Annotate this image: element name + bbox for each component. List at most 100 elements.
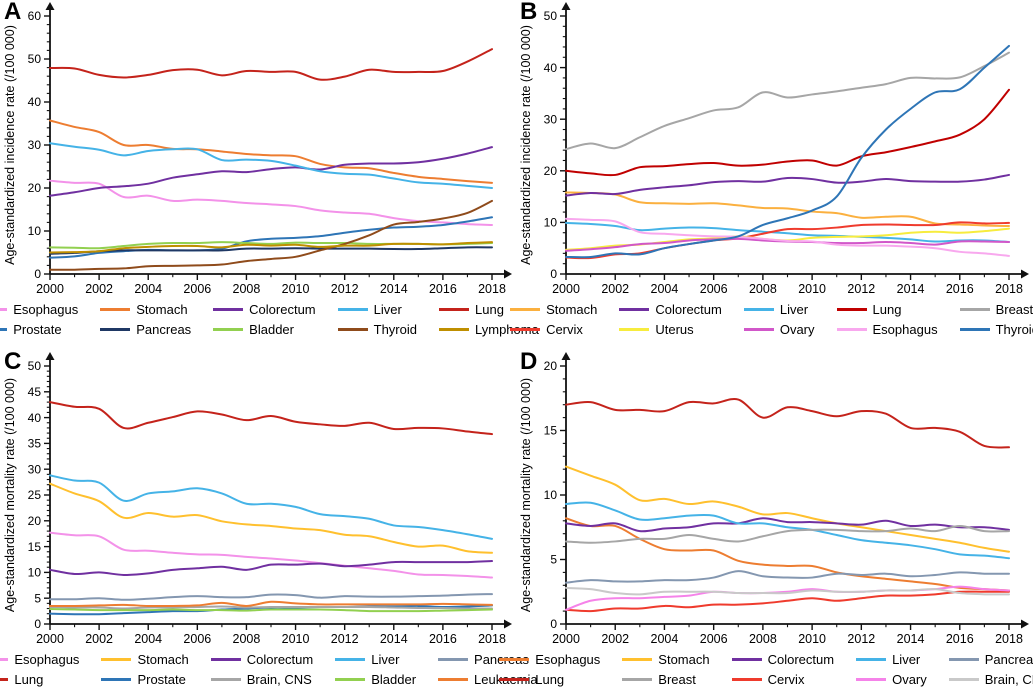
x-tick-label: 2016	[429, 632, 457, 646]
legend-line-swatch	[438, 678, 469, 681]
series-line-pancreas	[49, 593, 493, 601]
legend-line-swatch	[622, 678, 653, 681]
legend-item-esophagus: Esophagus	[499, 652, 600, 667]
series-line-liver	[565, 501, 1010, 560]
x-axis-arrow-icon	[504, 269, 512, 279]
panel-b-label: B	[520, 0, 538, 25]
y-axis-arrow-icon	[45, 2, 55, 10]
legend-line-swatch	[0, 308, 8, 311]
x-tick-label: 2010	[282, 282, 310, 296]
legend-label: Colorectum	[246, 652, 314, 667]
legend-line-swatch	[622, 658, 653, 661]
series-line-pancreas	[49, 246, 493, 255]
legend-item-brain-cns: Brain, CNS	[948, 672, 1033, 687]
x-tick-label: 2010	[798, 282, 826, 296]
series-line-uterus	[565, 227, 1010, 251]
legend-item-stomach: Stomach	[510, 302, 597, 317]
legend-line-swatch	[856, 658, 887, 661]
legend-label: Stomach	[658, 652, 710, 667]
legend-item-colorectum: Colorectum	[731, 652, 834, 667]
x-tick-label: 2000	[552, 282, 580, 296]
legend-item-lymphoma: Lymphoma	[439, 322, 539, 337]
legend-label: Brain, CNS	[246, 672, 312, 687]
legend-line-swatch	[619, 308, 650, 311]
y-tick-label: 0	[34, 617, 41, 631]
legend-line-swatch	[100, 328, 131, 331]
y-tick-label: 5	[550, 553, 557, 567]
legend-line-swatch	[0, 658, 9, 661]
legend-line-swatch	[439, 328, 469, 331]
legend-panel-d: Esophagus Stomach Colorectum Liver Pancreas L…	[499, 652, 1033, 687]
series-line-lung	[565, 398, 1010, 449]
x-tick-label: 2006	[700, 282, 728, 296]
legend-line-swatch	[959, 328, 990, 331]
series-line-stomach	[565, 465, 1010, 553]
legend-line-swatch	[213, 308, 244, 311]
legend-item-breast: Breast	[959, 302, 1033, 317]
legend-panel-a: Esophagus Stomach Colorectum Liver Lung Prost…	[0, 302, 539, 337]
legend-line-swatch	[499, 658, 530, 661]
y-tick-label: 45	[28, 385, 42, 399]
legend-item-cervix: Cervix	[731, 672, 834, 687]
x-tick-label: 2000	[36, 632, 64, 646]
legend-item-cervix: Cervix	[510, 322, 597, 337]
y-tick-label: 15	[544, 424, 558, 438]
y-tick-label: 0	[34, 267, 41, 281]
series-line-brain-cns	[49, 605, 493, 610]
y-tick-label: 20	[544, 359, 558, 373]
legend-line-swatch	[213, 328, 244, 331]
y-tick-label: 30	[28, 138, 42, 152]
x-tick-label: 2002	[601, 632, 629, 646]
legend-item-lung: Lung	[836, 302, 938, 317]
x-tick-label: 2018	[995, 632, 1023, 646]
legend-line-swatch	[335, 658, 366, 661]
x-tick-label: 2014	[380, 632, 408, 646]
x-tick-label: 2000	[552, 632, 580, 646]
legend-label: Lung	[535, 672, 565, 687]
legend-item-liver: Liver	[335, 652, 416, 667]
series-line-colorectum	[49, 146, 493, 197]
legend-item-colorectum: Colorectum	[213, 302, 316, 317]
series-line-lung	[49, 48, 493, 81]
chart-panel-c: 0 5 10 15 20 25 30 35 40 45 50 2000 2002 2004 2006 2008…	[3, 352, 512, 646]
legend-label: Stomach	[137, 652, 189, 667]
x-tick-label: 2012	[847, 282, 875, 296]
y-tick-label: 50	[544, 9, 558, 23]
series-line-leukaemia	[49, 600, 493, 608]
series-line-breast	[565, 524, 1010, 544]
legend-label: Ovary	[779, 322, 815, 337]
y-tick-label: 20	[28, 181, 42, 195]
y-tick-label: 50	[28, 52, 42, 66]
x-tick-label: 2006	[183, 282, 211, 296]
x-tick-label: 2004	[134, 282, 162, 296]
legend-item-uterus: Uterus	[619, 322, 721, 337]
y-tick-label: 25	[28, 488, 42, 502]
x-tick-label: 2002	[601, 282, 629, 296]
y-tick-label: 20	[28, 514, 42, 528]
x-tick-label: 2010	[798, 632, 826, 646]
legend-line-swatch	[439, 308, 469, 311]
series-line-esophagus	[49, 531, 493, 579]
legend-line-swatch	[959, 308, 990, 311]
legend-label: Esophagus	[13, 302, 79, 317]
legend-item-liver: Liver	[743, 302, 815, 317]
legend-label: Esophagus	[14, 652, 80, 667]
panel-b: B 0 10 20 30 40 50 2000 2002 2004 2006 2008 2010 201…	[510, 0, 1033, 350]
legend-item-esophagus: Esophagus	[0, 302, 78, 317]
y-axis-arrow-icon	[45, 352, 55, 360]
legend-panel-c: EsophagusStomachColorectumLiverPancreasL…	[0, 652, 538, 687]
y-tick-label: 35	[28, 437, 42, 451]
x-tick-label: 2016	[429, 282, 457, 296]
legend-item-liver: Liver	[856, 652, 927, 667]
legend-item-breast: Breast	[622, 672, 709, 687]
legend-label: Prostate	[137, 672, 186, 687]
series-line-breast	[565, 51, 1010, 151]
legend-label: Breast	[658, 672, 696, 687]
legend-label: Cervix	[546, 322, 583, 337]
legend-line-swatch	[510, 328, 541, 331]
x-tick-label: 2008	[233, 282, 261, 296]
legend-item-prostate: Prostate	[101, 672, 188, 687]
legend-label: Liver	[373, 302, 402, 317]
panel-a-label: A	[4, 0, 22, 25]
legend-line-swatch	[948, 658, 979, 661]
